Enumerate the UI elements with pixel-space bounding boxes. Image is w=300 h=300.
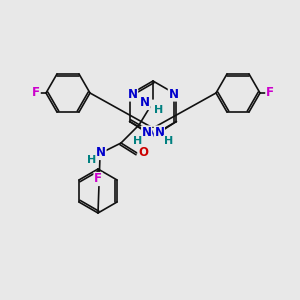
- Text: F: F: [32, 86, 40, 100]
- Text: N: N: [168, 88, 178, 101]
- Text: O: O: [138, 146, 148, 160]
- Text: H: H: [164, 136, 173, 146]
- Text: H: H: [133, 136, 142, 146]
- Text: N: N: [140, 97, 150, 110]
- Text: H: H: [154, 105, 164, 115]
- Text: H: H: [87, 155, 97, 165]
- Text: N: N: [148, 128, 158, 142]
- Text: F: F: [94, 172, 102, 185]
- Text: N: N: [128, 88, 138, 101]
- Text: N: N: [154, 126, 164, 139]
- Text: N: N: [96, 146, 106, 160]
- Text: F: F: [266, 86, 274, 100]
- Text: N: N: [142, 126, 152, 139]
